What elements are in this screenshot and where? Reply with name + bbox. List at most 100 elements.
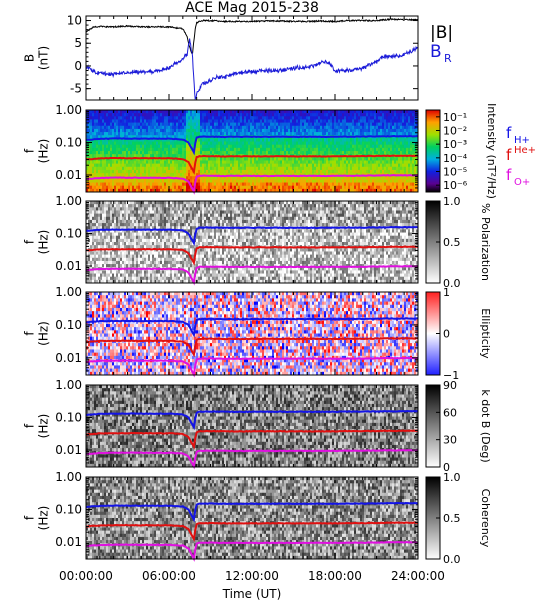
heatmap-cell (260, 173, 263, 177)
heatmap-cell (330, 119, 333, 123)
heatmap-cell (288, 169, 291, 174)
heatmap-cell (124, 154, 127, 158)
heatmap-cell (126, 173, 129, 177)
heatmap-cell (216, 179, 219, 183)
heatmap-cell (130, 132, 133, 136)
heatmap-cell (98, 242, 101, 246)
heatmap-cell (260, 157, 263, 161)
heatmap-cell (182, 169, 185, 174)
heatmap-cell (106, 166, 109, 171)
heatmap-cell (216, 157, 219, 161)
heatmap-cell (412, 144, 415, 149)
heatmap-cell (414, 132, 417, 136)
heatmap-cell (228, 144, 231, 149)
heatmap-cell (114, 216, 117, 221)
heatmap-cell (328, 113, 331, 117)
heatmap-cell (170, 113, 173, 117)
heatmap-cell (268, 151, 271, 155)
heatmap-cell (134, 185, 137, 190)
heatmap-cell (148, 163, 151, 168)
heatmap-cell (300, 116, 303, 120)
heatmap-cell (384, 144, 387, 149)
heatmap-cell (380, 163, 383, 168)
heatmap-cell (278, 166, 281, 171)
heatmap-cell (92, 144, 95, 149)
heatmap-cell (322, 176, 325, 180)
heatmap-cell (236, 157, 239, 161)
heatmap-cell (406, 188, 409, 193)
heatmap-cell (222, 113, 225, 117)
heatmap-cell (90, 226, 93, 230)
heatmap-cell (260, 128, 263, 133)
heatmap-cell (322, 163, 325, 168)
heatmap-cell (148, 151, 151, 155)
heatmap-cell (374, 116, 377, 120)
heatmap-cell (392, 116, 395, 120)
heatmap-cell (264, 116, 267, 120)
heatmap-cell (246, 125, 249, 130)
heatmap-cell (90, 251, 93, 255)
heatmap-cell (364, 188, 367, 193)
heatmap-cell (152, 166, 155, 171)
heatmap-cell (358, 160, 361, 164)
heatmap-cell (416, 119, 419, 123)
heatmap-cell (354, 151, 357, 155)
heatmap-cell (362, 179, 365, 183)
heatmap-cell (400, 144, 403, 149)
heatmap-cell (208, 110, 211, 114)
heatmap-cell (350, 113, 353, 117)
heatmap-cell (114, 213, 117, 218)
heatmap-cell (166, 110, 169, 114)
heatmap-cell (390, 144, 393, 149)
heatmap-cell (374, 110, 377, 114)
heatmap-cell (96, 213, 99, 218)
heatmap-cell (292, 125, 295, 130)
heatmap-cell (402, 110, 405, 114)
heatmap-cell (188, 144, 191, 149)
heatmap-cell (180, 173, 183, 177)
legend-br-sub: R (444, 52, 452, 65)
heatmap-cell (320, 147, 323, 152)
heatmap-cell (156, 179, 159, 183)
heatmap-cell (314, 125, 317, 130)
heatmap-cell (320, 128, 323, 133)
heatmap-cell (202, 185, 205, 190)
heatmap-cell (126, 147, 129, 152)
heatmap-cell (164, 154, 167, 158)
heatmap-cell (240, 157, 243, 161)
heatmap-cell (116, 160, 119, 164)
heatmap-cell (92, 204, 95, 208)
heatmap-cell (150, 185, 153, 190)
heatmap-cell (236, 122, 239, 127)
heatmap-cell (336, 147, 339, 152)
heatmap-cell (108, 169, 111, 174)
heatmap-cell (394, 110, 397, 114)
heatmap-cell (310, 138, 313, 142)
heatmap-cell (396, 151, 399, 155)
heatmap-cell (94, 273, 97, 277)
heatmap-cell (396, 176, 399, 180)
heatmap-cell (166, 179, 169, 183)
heatmap-cell (284, 132, 287, 136)
heatmap-cell (198, 116, 201, 120)
heatmap-cell (278, 144, 281, 149)
heatmap-cell (294, 182, 297, 186)
heatmap-cell (298, 176, 301, 180)
heatmap-cell (290, 157, 293, 161)
heatmap-cell (290, 166, 293, 171)
heatmap-cell (108, 229, 111, 233)
heatmap-cell (362, 141, 365, 145)
heatmap-cell (360, 188, 363, 193)
heatmap-cell (102, 238, 105, 243)
heatmap-cell (90, 223, 93, 227)
heatmap-cell (312, 141, 315, 145)
heatmap-cell (92, 151, 95, 155)
heatmap-cell (406, 138, 409, 142)
heatmap-cell (92, 185, 95, 190)
heatmap-cell (98, 179, 101, 183)
heatmap-cell (220, 110, 223, 114)
heatmap-cell (90, 219, 93, 224)
heatmap-cell (108, 144, 111, 149)
heatmap-cell (100, 216, 103, 221)
heatmap-cell (348, 144, 351, 149)
